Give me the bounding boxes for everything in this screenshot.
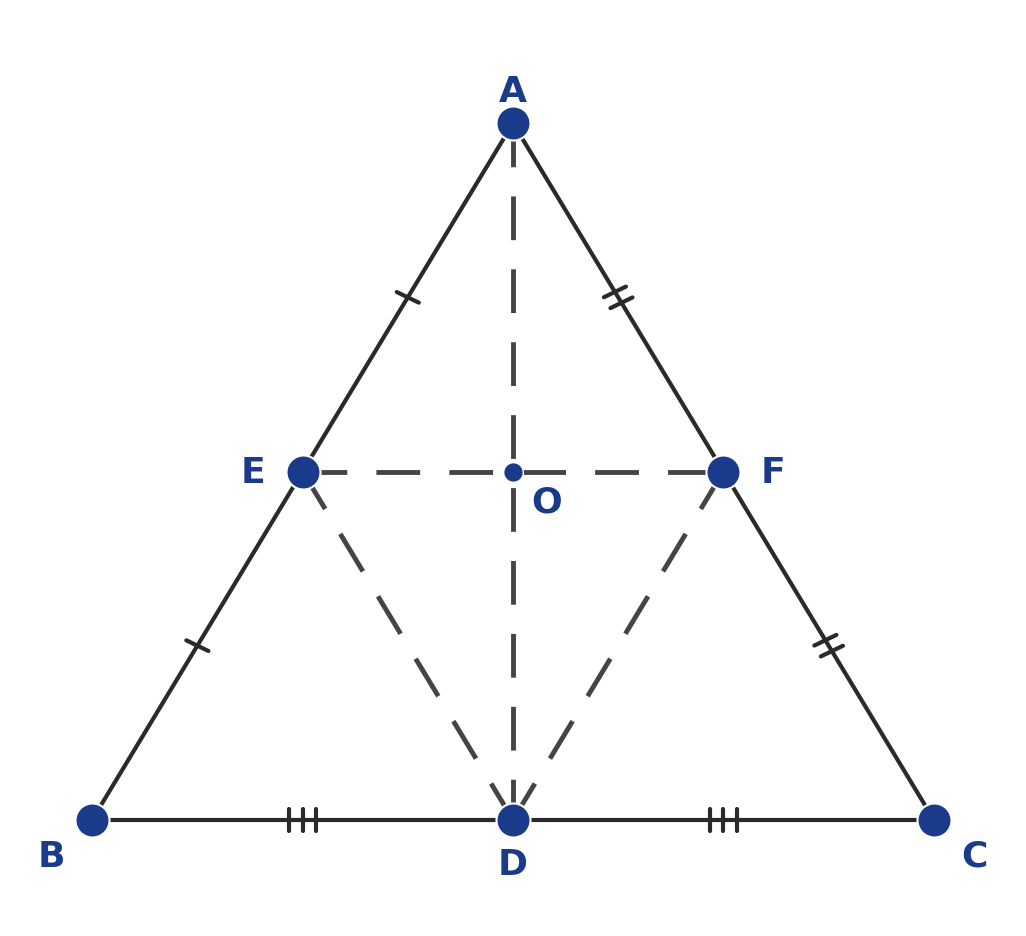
Text: B: B xyxy=(38,839,66,873)
Point xyxy=(294,464,311,479)
Text: A: A xyxy=(499,75,527,110)
Text: O: O xyxy=(531,486,562,519)
Point xyxy=(505,464,521,479)
Text: C: C xyxy=(961,839,987,873)
Text: E: E xyxy=(241,455,266,489)
Text: F: F xyxy=(760,455,785,489)
Point xyxy=(715,464,732,479)
Point xyxy=(505,812,521,827)
Text: D: D xyxy=(498,847,528,881)
Point xyxy=(925,812,942,827)
Point xyxy=(505,117,521,132)
Point xyxy=(84,812,101,827)
